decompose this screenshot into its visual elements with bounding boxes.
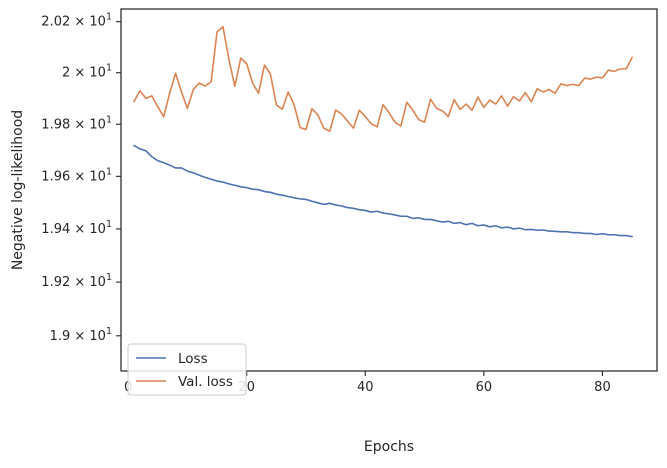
y-tick-label: 2.02 × 101: [41, 12, 112, 30]
legend: Loss Val. loss: [127, 343, 247, 396]
y-axis: 1.9 × 101 1.92 × 101 1.94 × 101 1.96 × 101 1…: [41, 12, 121, 344]
y-tick-label: 1.92 × 101: [41, 272, 112, 290]
x-tick-label: 60: [476, 380, 493, 395]
y-tick-label: 1.9 × 101: [50, 326, 112, 344]
series-line-loss: [133, 144, 633, 238]
plot-frame: [120, 8, 658, 372]
y-axis-label: Negative log-likelihood: [10, 110, 26, 270]
series-line-val-loss: [133, 25, 633, 133]
x-tick-label: 80: [594, 380, 611, 395]
legend-label-loss: Loss: [178, 351, 208, 367]
legend-label-val-loss: Val. loss: [178, 374, 233, 390]
y-tick-label: 1.98 × 101: [41, 114, 112, 132]
y-tick-label: 2 × 101: [62, 63, 112, 81]
x-axis-label: Epochs: [364, 439, 414, 455]
legend-box: [127, 343, 247, 396]
series-layer: [133, 25, 633, 238]
x-tick-label: 40: [357, 380, 374, 395]
y-tick-label: 1.94 × 101: [41, 219, 112, 237]
y-tick-label: 1.96 × 101: [41, 166, 112, 184]
